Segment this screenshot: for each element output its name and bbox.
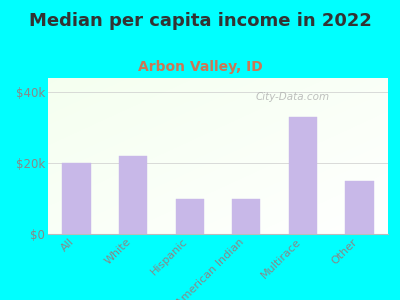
Bar: [346, 181, 374, 234]
Text: City-Data.com: City-Data.com: [256, 92, 330, 102]
Text: Arbon Valley, ID: Arbon Valley, ID: [138, 60, 262, 74]
Bar: [232, 199, 260, 234]
Bar: [289, 117, 317, 234]
Bar: [176, 199, 204, 234]
Text: Median per capita income in 2022: Median per capita income in 2022: [28, 12, 372, 30]
Bar: [62, 163, 90, 234]
Bar: [119, 156, 147, 234]
